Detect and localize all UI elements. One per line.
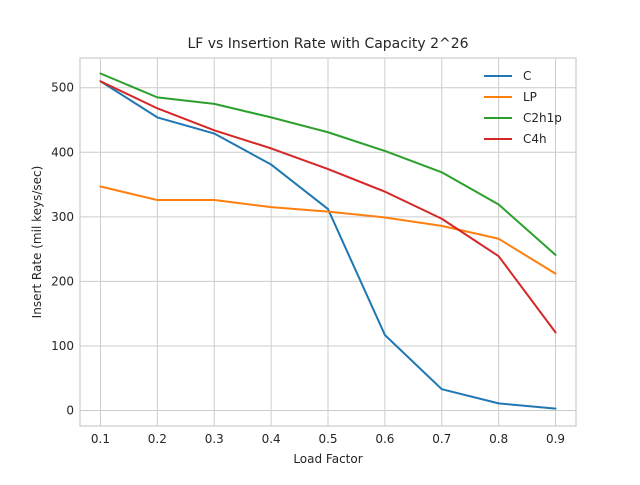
x-tick-label: 0.7 bbox=[432, 432, 451, 446]
series-line-c2h1p bbox=[99, 72, 557, 256]
legend-label-lp: LP bbox=[523, 90, 537, 104]
x-tick-label: 0.8 bbox=[489, 432, 508, 446]
legend-label-c4h: C4h bbox=[523, 132, 547, 146]
y-tick-label: 500 bbox=[51, 81, 74, 95]
chart-title: LF vs Insertion Rate with Capacity 2^26 bbox=[187, 36, 468, 52]
x-axis-label: Load Factor bbox=[293, 452, 362, 466]
x-tick-label: 0.2 bbox=[148, 432, 167, 446]
plot-frame bbox=[79, 57, 577, 427]
series-lines bbox=[99, 72, 557, 410]
y-tick-label: 400 bbox=[51, 145, 74, 159]
y-tick-label: 200 bbox=[51, 274, 74, 288]
series-line-c4h bbox=[99, 80, 557, 334]
x-tick-label: 0.1 bbox=[91, 432, 110, 446]
series-line-lp bbox=[99, 185, 557, 275]
y-tick-label: 100 bbox=[51, 339, 74, 353]
legend: C LP C2h1p C4h bbox=[484, 69, 562, 146]
y-tick-label: 0 bbox=[66, 404, 74, 418]
grid bbox=[80, 58, 576, 426]
tick-labels: 0.1 0.2 0.3 0.4 0.5 0.6 0.7 0.8 0.9 0 100 200 300 400… bbox=[51, 81, 565, 446]
x-tick-label: 0.9 bbox=[546, 432, 565, 446]
y-tick-label: 300 bbox=[51, 210, 74, 224]
y-axis-label: Insert Rate (mil keys/sec) bbox=[30, 166, 44, 319]
x-tick-label: 0.4 bbox=[262, 432, 281, 446]
x-tick-label: 0.6 bbox=[375, 432, 394, 446]
legend-label-c2h1p: C2h1p bbox=[523, 111, 562, 125]
x-tick-label: 0.3 bbox=[205, 432, 224, 446]
legend-label-c: C bbox=[523, 69, 531, 83]
x-tick-label: 0.5 bbox=[318, 432, 337, 446]
series-line-c bbox=[99, 80, 557, 410]
